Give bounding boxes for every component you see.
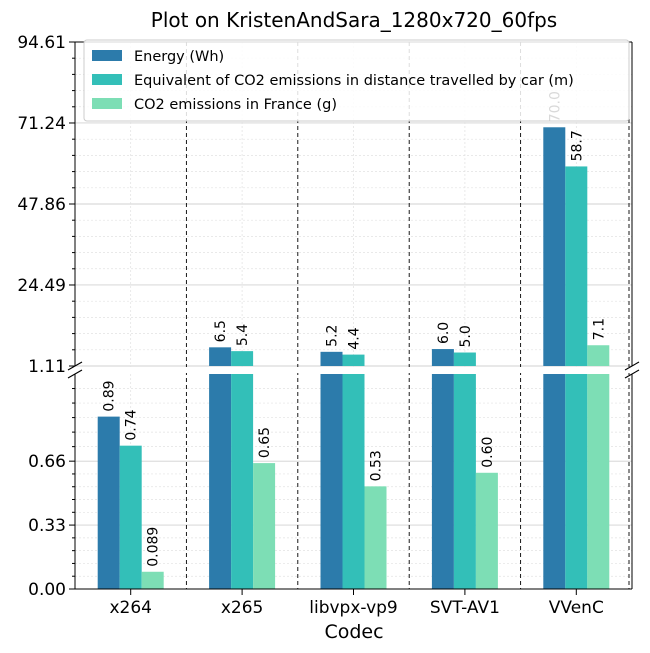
axis-break-mark [624, 361, 640, 371]
axis-break-gap [74, 367, 633, 373]
bar [543, 374, 566, 589]
legend: Energy (Wh) Equivalent of CO2 emissions i… [83, 39, 630, 122]
bar [453, 352, 476, 366]
y-tick-label: 0.00 [28, 580, 66, 600]
bar [565, 374, 588, 589]
legend-box [83, 39, 630, 122]
category-separators [185, 42, 630, 589]
bar [475, 472, 498, 589]
data-label: 0.65 [257, 427, 273, 458]
bar [543, 127, 566, 366]
bars [97, 127, 610, 589]
y-tick-label: 24.49 [17, 276, 66, 296]
bar [431, 349, 454, 366]
bar [209, 374, 232, 589]
x-tick-label: libvpx-vp9 [309, 598, 398, 618]
y-tick-label: 47.86 [17, 195, 66, 215]
bar [119, 445, 142, 589]
x-axis-label: Codec [324, 621, 383, 643]
axes: 1.11 24.49 47.86 71.24 94.61 0.00 0.33 0.66 x264… [17, 33, 640, 618]
legend-swatch [92, 98, 122, 109]
data-label: 0.60 [480, 437, 496, 468]
data-label: 5.2 [325, 325, 341, 347]
data-label: 58.7 [569, 130, 585, 161]
data-label: 6.0 [436, 322, 452, 344]
x-tick-label: VVenC [549, 598, 604, 618]
legend-label: Energy (Wh) [134, 49, 224, 65]
bar [141, 571, 164, 589]
bar [231, 374, 254, 589]
data-label: 0.74 [124, 409, 140, 440]
bar [431, 374, 454, 589]
bar [364, 486, 387, 589]
bar [342, 374, 365, 589]
bar [565, 166, 588, 366]
y-tick-label: 1.11 [28, 357, 66, 377]
axis-break-mark [624, 369, 640, 379]
data-label: 5.4 [235, 324, 251, 346]
data-label: 0.089 [146, 527, 162, 567]
bar [253, 463, 276, 589]
legend-label: Equivalent of CO2 emissions in distance … [134, 73, 574, 89]
x-tick-label: x265 [221, 598, 264, 618]
bar [453, 374, 476, 589]
legend-swatch [92, 74, 122, 85]
data-label: 0.89 [102, 380, 118, 411]
bar [587, 374, 610, 589]
data-label: 6.5 [213, 320, 229, 342]
y-tick-label: 0.33 [28, 516, 66, 536]
x-tick-label: x264 [109, 598, 152, 618]
y-tick-label: 0.66 [28, 452, 66, 472]
y-tick-label: 71.24 [17, 114, 66, 134]
data-label: 0.53 [369, 450, 385, 481]
chart-title: Plot on KristenAndSara_1280x720_60fps [151, 8, 557, 32]
data-label: 5.0 [458, 325, 474, 347]
bar [342, 354, 365, 366]
bar [209, 347, 232, 366]
axis-break-mark [67, 369, 83, 379]
bar [231, 351, 254, 366]
legend-swatch [92, 50, 122, 61]
data-label: 4.4 [347, 327, 363, 349]
bar [587, 345, 610, 366]
bar [320, 374, 343, 589]
bar [320, 351, 343, 366]
y-tick-label: 94.61 [17, 33, 66, 53]
bar [97, 416, 120, 589]
x-tick-label: SVT-AV1 [430, 598, 500, 618]
data-label: 7.1 [591, 318, 607, 340]
legend-label: CO2 emissions in France (g) [134, 97, 337, 113]
